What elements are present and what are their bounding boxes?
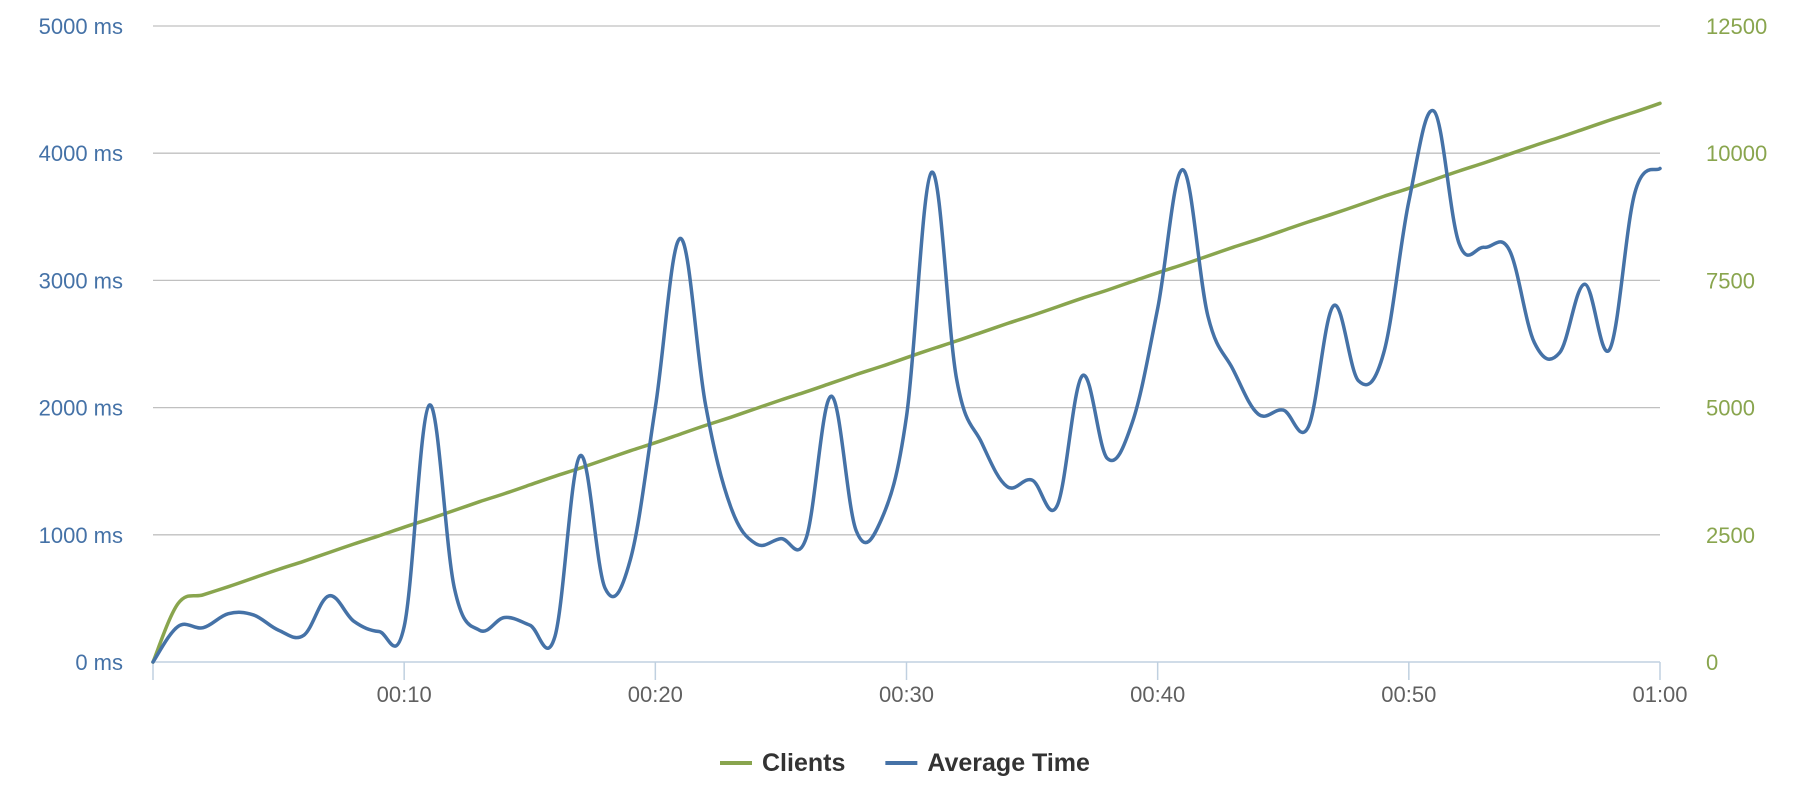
series-line-clients[interactable]: [151, 101, 1662, 664]
x-tick-label: 00:20: [628, 682, 683, 707]
legend-item-clients[interactable]: Clients: [720, 749, 845, 777]
legend-item-average-time[interactable]: Average Time: [885, 749, 1090, 777]
y-left-tick-label: 4000 ms: [39, 141, 123, 166]
y-axis-right-labels: 0 2500 5000 7500 10000 12500: [1706, 14, 1767, 675]
legend-label: Average Time: [927, 749, 1090, 777]
y-right-tick-label: 5000: [1706, 396, 1755, 421]
y-axis-left-labels: 0 ms 1000 ms 2000 ms 3000 ms 4000 ms 5000 ms: [39, 14, 123, 675]
x-tick-label: 00:50: [1381, 682, 1436, 707]
y-left-tick-label: 1000 ms: [39, 523, 123, 548]
y-left-tick-label: 3000 ms: [39, 268, 123, 293]
grid-lines: [153, 25, 1660, 536]
axes: [152, 661, 1661, 680]
y-right-tick-label: 10000: [1706, 141, 1767, 166]
y-right-tick-label: 0: [1706, 650, 1718, 675]
legend[interactable]: Clients Average Time: [720, 749, 1090, 777]
y-left-tick-label: 2000 ms: [39, 396, 123, 421]
x-tick-label: 00:30: [879, 682, 934, 707]
x-axis-labels: 00:10 00:20 00:30 00:40 00:50 01:00: [377, 682, 1688, 707]
x-tick-label: 00:10: [377, 682, 432, 707]
x-tick-label: 00:40: [1130, 682, 1185, 707]
x-tick-label: 01:00: [1632, 682, 1687, 707]
y-right-tick-label: 2500: [1706, 523, 1755, 548]
y-left-tick-label: 5000 ms: [39, 14, 123, 39]
series-line-average-time[interactable]: [151, 108, 1662, 664]
legend-label: Clients: [762, 749, 845, 777]
y-right-tick-label: 7500: [1706, 268, 1755, 293]
series-lines: [151, 101, 1662, 664]
y-right-tick-label: 12500: [1706, 14, 1767, 39]
y-left-tick-label: 0 ms: [75, 650, 123, 675]
